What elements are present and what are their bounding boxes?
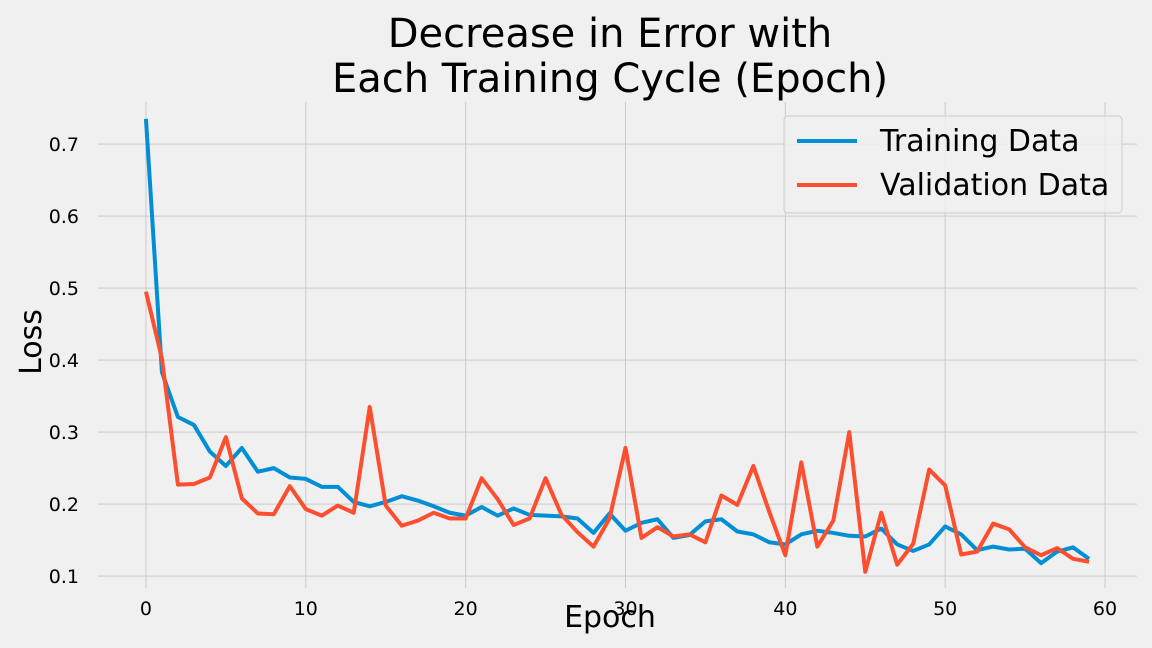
legend-label-training: Training Data	[879, 124, 1080, 159]
x-axis-label: Epoch	[564, 600, 656, 635]
chart-title-line-2: Each Training Cycle (Epoch)	[332, 56, 888, 102]
series-line-validation	[144, 291, 1090, 574]
x-tick-label: 20	[454, 598, 478, 620]
legend-label-validation: Validation Data	[880, 168, 1109, 203]
y-tick-label: 0.3	[49, 422, 79, 444]
y-tick-label: 0.7	[49, 134, 79, 156]
x-tick-label: 0	[140, 598, 152, 620]
y-tick-label: 0.4	[49, 350, 79, 372]
y-tick-label: 0.1	[49, 566, 79, 588]
chart-title-line-1: Decrease in Error with	[388, 11, 833, 57]
y-tick-label: 0.5	[49, 278, 79, 300]
grid	[98, 102, 1137, 588]
legend-box	[783, 115, 1123, 214]
tick-labels: 0 10 20 30 40 50 60 0.1 0.2 0.3 0.4 0.5 0.6 0.7	[49, 134, 1117, 620]
y-tick-label: 0.6	[49, 206, 79, 228]
series-lines	[143, 118, 1091, 574]
x-tick-label: 10	[294, 598, 318, 620]
x-tick-label: 50	[933, 598, 957, 620]
legend: Training Data Validation Data	[783, 115, 1123, 214]
x-tick-label: 30	[613, 598, 637, 620]
y-axis-label: Loss	[14, 309, 49, 375]
x-tick-label: 40	[773, 598, 797, 620]
x-tick-label: 60	[1093, 598, 1117, 620]
y-tick-label: 0.2	[49, 494, 79, 516]
series-line-training	[143, 118, 1091, 566]
